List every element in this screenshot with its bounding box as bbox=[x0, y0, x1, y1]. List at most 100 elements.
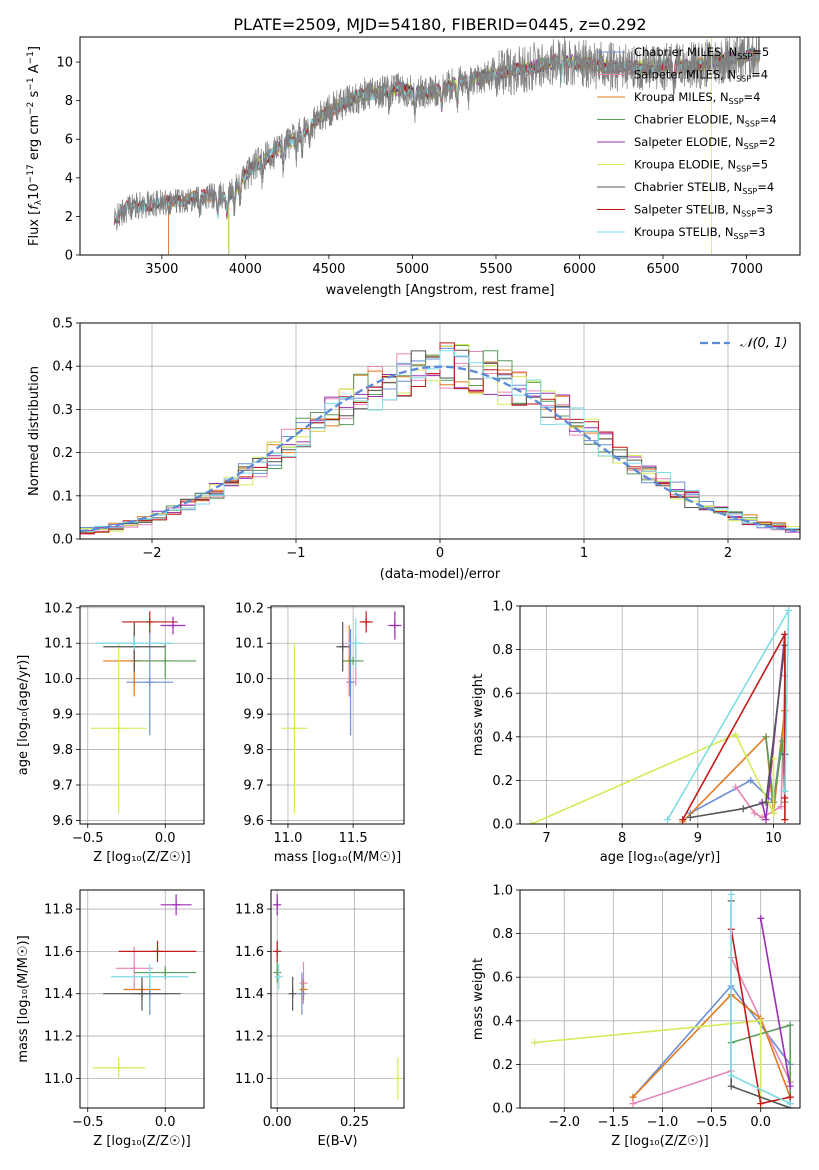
weight-vs-metallicity-plot: −2.0 −1.5 −1.0 −0.5 0.0 0.0 0.2 0.4 0.6 0.8 1.0 Z [… bbox=[471, 884, 801, 1149]
legend-entry: Salpeter MILES, NSSP=4 bbox=[634, 68, 768, 84]
x-tick-label: −0.5 bbox=[696, 1115, 728, 1130]
legend-entry: Kroupa ELODIE, NSSP=5 bbox=[634, 158, 768, 174]
y-axis-label: Flux [fλ10−17 erg cm−2 s−1 A−1] bbox=[26, 46, 44, 246]
x-tick-label: 0.00 bbox=[263, 1115, 292, 1130]
x-axis-label: E(B-V) bbox=[317, 1134, 357, 1149]
legend-entry: 𝒩(0, 1) bbox=[740, 336, 787, 351]
weight-series-marker bbox=[727, 1082, 735, 1090]
errorbar-point bbox=[288, 976, 297, 1011]
y-tick-label: 0.8 bbox=[492, 927, 513, 942]
weight-series-marker bbox=[786, 1093, 794, 1101]
errorbar-point bbox=[134, 643, 197, 679]
errorbar-point bbox=[281, 643, 308, 814]
y-tick-label: 0.6 bbox=[492, 687, 513, 702]
y-tick-label: 4 bbox=[65, 171, 73, 186]
y-tick-label: 8 bbox=[65, 94, 73, 109]
errorbar-point bbox=[121, 611, 178, 633]
weight-series-marker bbox=[757, 1017, 765, 1025]
errorbar-point bbox=[126, 629, 173, 736]
y-tick-label: 2 bbox=[65, 210, 73, 225]
errorbar-point bbox=[273, 894, 282, 916]
weight-series-marker bbox=[739, 805, 747, 813]
weight-series-marker bbox=[747, 776, 755, 784]
weight-series-marker bbox=[757, 914, 765, 922]
weight-series-marker bbox=[664, 816, 672, 824]
weight-series-marker bbox=[770, 809, 778, 817]
y-tick-label: 0.0 bbox=[492, 1102, 513, 1117]
weight-series-marker bbox=[727, 890, 735, 898]
y-tick-label: 9.9 bbox=[52, 708, 73, 723]
y-tick-label: 11.6 bbox=[235, 945, 264, 960]
axes-frame bbox=[79, 605, 205, 825]
x-tick-label: −1 bbox=[286, 546, 305, 561]
errorbar-point bbox=[103, 976, 181, 1011]
errorbar-point bbox=[92, 1057, 146, 1079]
legend-entry: Chabrier MILES, NSSP=5 bbox=[634, 45, 769, 61]
x-axis-label: (data-model)/error bbox=[380, 567, 501, 582]
y-tick-label: 10.1 bbox=[44, 637, 73, 652]
errorbar-point bbox=[388, 611, 402, 640]
x-tick-label: 7 bbox=[542, 831, 550, 846]
y-tick-label: 10.2 bbox=[44, 601, 73, 616]
y-tick-label: 10.0 bbox=[44, 672, 73, 687]
y-tick-label: 11.8 bbox=[44, 903, 73, 918]
axes-frame bbox=[79, 36, 801, 256]
weight-series-marker bbox=[758, 813, 766, 821]
weight-series-marker bbox=[732, 731, 740, 739]
errorbar-point bbox=[118, 940, 197, 962]
y-tick-label: 11.8 bbox=[235, 903, 264, 918]
x-tick-label: 4000 bbox=[229, 262, 262, 277]
weight-series-marker bbox=[629, 1093, 637, 1101]
y-axis-label: mass [log₁₀(M/M☉)] bbox=[16, 935, 31, 1062]
weight-series-marker bbox=[629, 1100, 637, 1108]
y-tick-label: 0.3 bbox=[52, 403, 73, 418]
weight-series-marker bbox=[762, 816, 770, 824]
y-tick-label: 11.0 bbox=[44, 1072, 73, 1087]
weight-series-line bbox=[759, 918, 791, 1087]
x-tick-label: 0.0 bbox=[155, 1115, 176, 1130]
y-tick-label: 9.8 bbox=[52, 743, 73, 758]
y-tick-label: 0.0 bbox=[52, 533, 73, 548]
weight-series-marker bbox=[781, 794, 789, 802]
axes-frame bbox=[519, 605, 801, 825]
errorbar-point bbox=[359, 611, 373, 633]
weight-series-marker bbox=[786, 1082, 794, 1090]
errorbar-point bbox=[160, 616, 186, 635]
legend-entry: Salpeter ELODIE, NSSP=2 bbox=[634, 135, 776, 151]
y-tick-label: 9.8 bbox=[243, 743, 264, 758]
errorbar-point bbox=[111, 964, 189, 990]
x-tick-label: 6000 bbox=[563, 262, 596, 277]
weight-series-line bbox=[735, 675, 786, 819]
legend-entry: Chabrier ELODIE, NSSP=4 bbox=[634, 113, 777, 129]
x-tick-label: 5500 bbox=[479, 262, 512, 277]
x-tick-label: 4500 bbox=[312, 262, 345, 277]
weight-series-marker bbox=[686, 813, 694, 821]
weight-series-marker bbox=[785, 606, 793, 614]
y-axis-label: mass weight bbox=[471, 674, 486, 756]
spectrum-plot: 3500 4000 4500 5000 5500 6000 6500 7000 0 2 4 6 8 10 w… bbox=[26, 36, 801, 298]
x-tick-label: 11.5 bbox=[339, 831, 368, 846]
x-tick-label: −2 bbox=[142, 546, 161, 561]
x-tick-label: 9 bbox=[694, 831, 702, 846]
errorbar-point bbox=[273, 940, 282, 962]
x-tick-label: −1.0 bbox=[647, 1115, 679, 1130]
x-axis-label: Z [log₁₀(Z/Z☉)] bbox=[93, 850, 190, 865]
y-tick-label: 11.4 bbox=[235, 987, 264, 1002]
y-tick-label: 10.2 bbox=[235, 601, 264, 616]
y-tick-label: 9.9 bbox=[243, 708, 264, 723]
axes-frame bbox=[270, 605, 405, 825]
errorbar-point bbox=[336, 621, 350, 672]
y-tick-label: 10.0 bbox=[235, 672, 264, 687]
y-tick-label: 0.4 bbox=[492, 1014, 513, 1029]
errorbar-point bbox=[299, 978, 308, 1001]
weight-series-marker bbox=[732, 783, 740, 791]
weight-series-marker bbox=[781, 787, 789, 795]
axes-frame bbox=[519, 889, 801, 1109]
x-tick-label: 11.0 bbox=[273, 831, 302, 846]
errorbar-point bbox=[115, 947, 153, 990]
y-tick-label: 0.2 bbox=[492, 774, 513, 789]
y-tick-label: 0.5 bbox=[52, 317, 73, 332]
y-tick-label: 0 bbox=[65, 249, 73, 264]
weight-series-marker bbox=[531, 1039, 539, 1047]
